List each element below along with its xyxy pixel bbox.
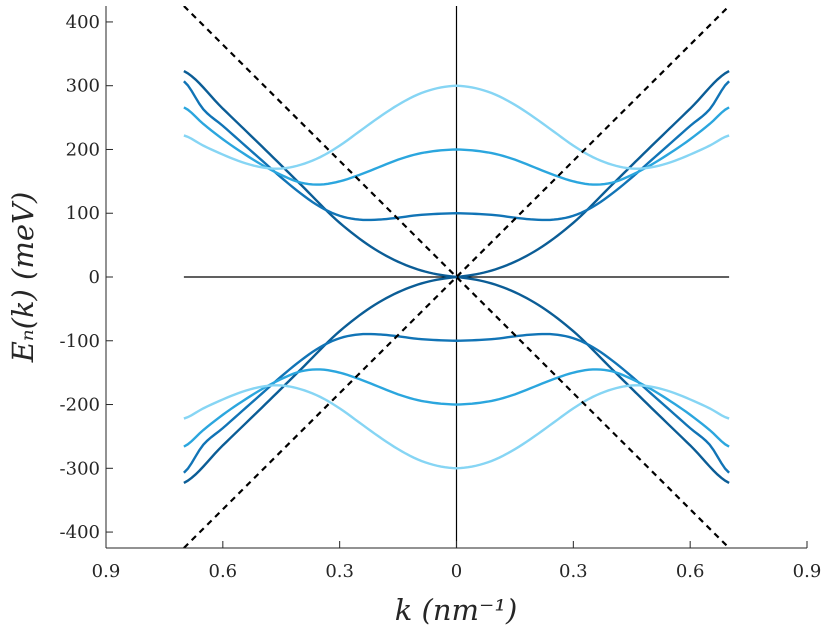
y-tick-label: -100 (60, 331, 100, 352)
y-tick-label: 0 (89, 267, 100, 288)
chart-plot-area (183, 6, 730, 548)
y-tick-label: -200 (60, 395, 100, 416)
y-tick-label: -300 (60, 458, 100, 479)
x-axis-label: k (nm⁻¹) (395, 593, 518, 627)
asymptote-dashed-line (183, 6, 730, 548)
y-tick-label: 100 (66, 203, 100, 224)
x-tick-label: 0.9 (92, 561, 121, 582)
x-tick-label: 0.6 (209, 561, 238, 582)
x-tick-label: 0.9 (793, 561, 822, 582)
band-lower-1 (183, 275, 730, 484)
band-lower-4 (183, 384, 730, 470)
band-lower-3 (183, 368, 730, 448)
y-tick-label: 400 (66, 12, 100, 33)
y-tick-label: 300 (66, 76, 100, 97)
chart-ticks: 400 300 200 100 0 -100 -200 -300 -400 0.9 0.6 0.3 0 0… (60, 12, 822, 582)
y-tick-label: 200 (66, 139, 100, 160)
y-tick-label: -400 (60, 522, 100, 543)
band-upper-4 (183, 84, 730, 170)
x-tick-label: 0 (451, 561, 462, 582)
x-tick-label: 0.3 (325, 561, 354, 582)
band-upper-3 (183, 106, 730, 186)
x-tick-label: 0.6 (676, 561, 705, 582)
y-axis-label: Eₙ(k) (meV) (6, 192, 40, 364)
asymptote-dashed-line (183, 6, 730, 548)
x-tick-label: 0.3 (559, 561, 588, 582)
